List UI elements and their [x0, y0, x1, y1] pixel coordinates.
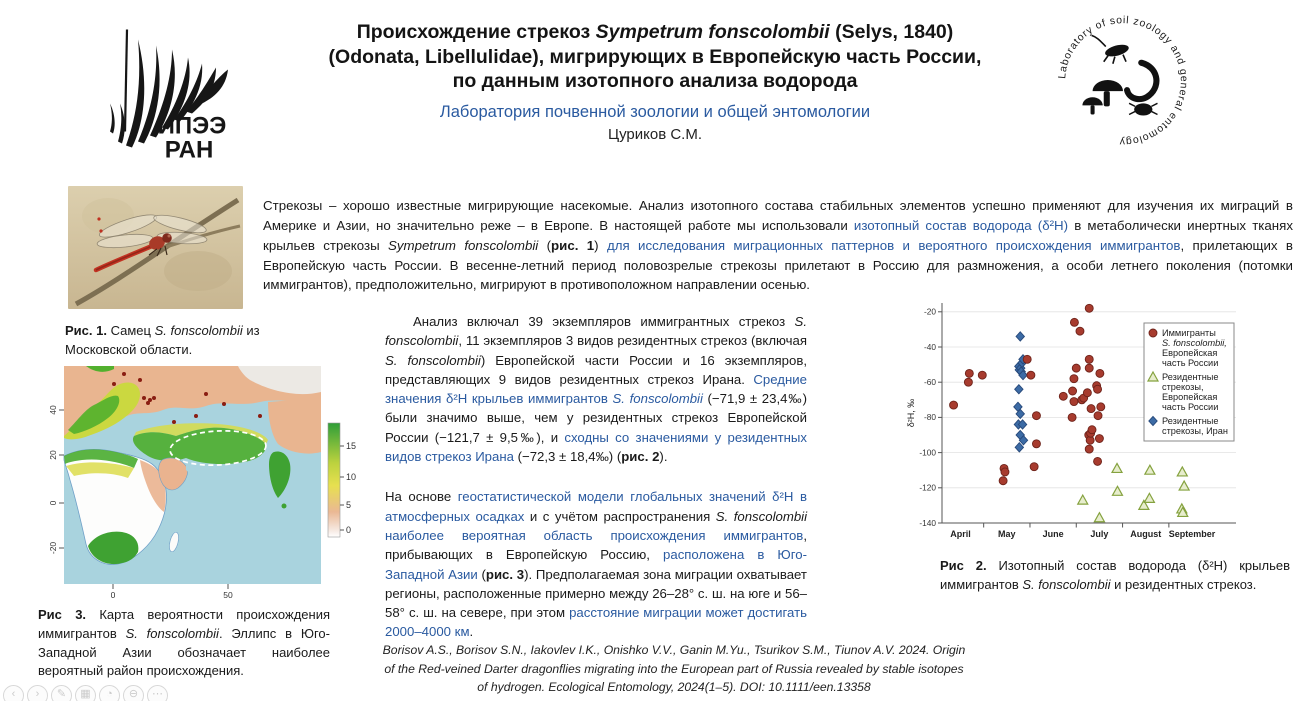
- page-title: Происхождение стрекоз Sympetrum fonscolo…: [250, 20, 1060, 94]
- logo-text-line1: ИПЭЭ: [158, 113, 227, 140]
- svg-text:-80: -80: [924, 412, 936, 422]
- colorbar-tick: 15: [346, 441, 356, 451]
- colorbar-tick: 0: [346, 525, 351, 535]
- fig2-caption: Рис 2. Изотопный состав водорода (δ²H) к…: [940, 558, 1290, 592]
- more-options-button[interactable]: ⋯: [147, 685, 168, 701]
- red-dragonfly-illustration: [93, 214, 208, 273]
- map-ytick: 40: [48, 405, 58, 415]
- svg-text:Резидентные: Резидентные: [1162, 416, 1219, 426]
- scatter-plot: -20 -40 -60 -80 -100 -120 -140 April May June July…: [906, 303, 1236, 539]
- svg-text:July: July: [1090, 529, 1108, 539]
- header-title-block: Происхождение стрекоз Sympetrum fonscolo…: [250, 20, 1060, 143]
- svg-text:August: August: [1130, 529, 1161, 539]
- zoom-out-button[interactable]: ⊖: [123, 685, 144, 701]
- svg-text:April: April: [950, 529, 971, 539]
- results-paragraph: Анализ включал 39 экземпляров иммигрантн…: [385, 314, 808, 465]
- map-axis-ticks: [59, 409, 229, 589]
- title-line: (Odonata, Libellulidae), мигрирующих в Е…: [328, 45, 982, 68]
- feather-logo-icon: ИПЭЭ РАН: [110, 29, 228, 164]
- annotate-button[interactable]: ✎: [51, 685, 72, 701]
- fig3-caption: Рис 3. Карта вероятности происхождения и…: [38, 607, 330, 679]
- abstract-text: Стрекозы – хорошо известные мигрирующие …: [263, 198, 1293, 293]
- svg-text:S. fonscolombii,: S. fonscolombii,: [1162, 338, 1227, 348]
- colorbar-tick: 10: [346, 472, 356, 482]
- svg-text:-120: -120: [919, 483, 936, 493]
- grid-view-button[interactable]: ▦: [75, 685, 96, 701]
- soil-fauna-illustration-icon: [1082, 34, 1160, 116]
- svg-text:часть России: часть России: [1162, 358, 1218, 368]
- svg-text:Европейская: Европейская: [1162, 348, 1217, 358]
- map-xtick: 0: [111, 590, 116, 600]
- map-xtick: 50: [223, 590, 233, 600]
- map-ytick: -20: [48, 542, 58, 555]
- ipee-ran-logo: ИПЭЭ РАН: [96, 12, 246, 170]
- svg-text:Резидентные: Резидентные: [1162, 372, 1219, 382]
- fig2-scatter-chart: -20 -40 -60 -80 -100 -120 -140 April May June July…: [900, 293, 1295, 543]
- timer-button[interactable]: ◔: [99, 685, 120, 701]
- map-color-scale: 15 10 5 0: [327, 422, 356, 538]
- next-page-button[interactable]: ›: [27, 685, 48, 701]
- fig1-caption: Рис. 1. Самец S. fonscolombii из Московс…: [65, 323, 260, 357]
- origin-paragraph: На основе геостатистической модели глоба…: [385, 489, 808, 640]
- svg-text:-20: -20: [924, 307, 936, 317]
- svg-text:June: June: [1043, 529, 1064, 539]
- svg-text:Иммигранты: Иммигранты: [1162, 328, 1216, 338]
- author-name: Цуриков С.М.: [607, 125, 703, 143]
- svg-text:-140: -140: [919, 518, 936, 528]
- svg-text:-100: -100: [919, 447, 936, 457]
- map-ytick: 20: [48, 450, 58, 460]
- colorbar-tick: 5: [346, 500, 351, 510]
- fig1-dragonfly-photo: [68, 186, 243, 309]
- svg-text:стрекозы, Иран: стрекозы, Иран: [1162, 426, 1228, 436]
- svg-text:часть России: часть России: [1162, 402, 1218, 412]
- map-ytick: 0: [48, 500, 58, 505]
- lab-logo-curved-text: Laboratory of soil zoology and general e…: [1057, 15, 1188, 147]
- lab-subtitle: Лаборатория почвенной зоологии и общей э…: [439, 102, 871, 121]
- twig: [74, 197, 240, 307]
- title-line: Происхождение стрекоз Sympetrum fonscolo…: [356, 21, 954, 43]
- viewer-controls: ‹ › ✎ ▦ ◔ ⊖ ⋯: [3, 684, 171, 701]
- lab-logo-icon: Laboratory of soil zoology and general e…: [1057, 15, 1189, 147]
- main-text-column: Анализ включал 39 экземпляров иммигрантн…: [385, 312, 807, 642]
- svg-text:September: September: [1169, 529, 1216, 539]
- prev-page-button[interactable]: ‹: [3, 685, 24, 701]
- origin-probability-ellipse: [169, 429, 267, 467]
- svg-text:May: May: [998, 529, 1016, 539]
- svg-text:Laboratory of soil zoology and: Laboratory of soil zoology and general e…: [1057, 15, 1189, 147]
- reference-citation: Borisov A.S., Borisov S.N., Iakovlev I.K…: [382, 643, 966, 694]
- svg-text:-40: -40: [924, 342, 936, 352]
- lab-round-logo: Laboratory of soil zoology and general e…: [1052, 10, 1194, 152]
- title-line: по данным изотопного анализа водорода: [452, 70, 858, 92]
- svg-text:стрекозы,: стрекозы,: [1162, 382, 1204, 392]
- sample-site-dots: [112, 372, 262, 424]
- logo-text-line2: РАН: [165, 137, 214, 164]
- fig3-probability-map: 40 20 0 -20 0 50 15 10 5 0: [28, 360, 358, 602]
- world-map-graphic: [63, 366, 321, 584]
- svg-text:Европейская: Европейская: [1162, 392, 1217, 402]
- svg-text:δ²H, ‰: δ²H, ‰: [906, 399, 916, 428]
- svg-text:-60: -60: [924, 377, 936, 387]
